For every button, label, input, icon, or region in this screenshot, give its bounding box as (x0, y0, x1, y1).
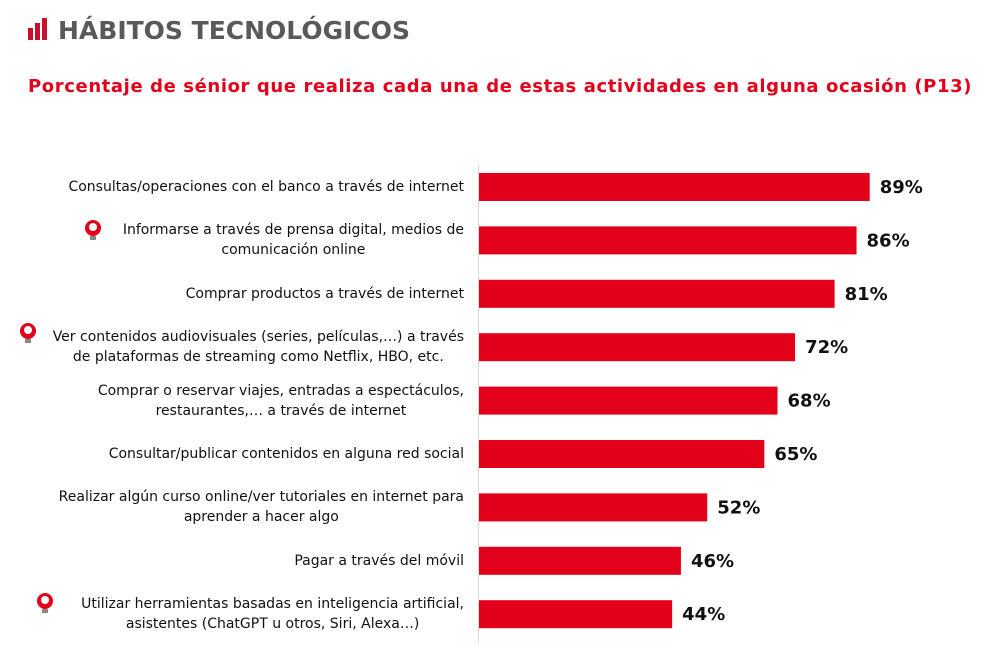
category-label: Realizar algún curso online/ver tutorial… (58, 489, 464, 526)
category-label: Comprar o reservar viajes, entradas a es… (97, 382, 464, 419)
icon-bulb (37, 593, 53, 613)
chart-title: HÁBITOS TECNOLÓGICOS (58, 15, 410, 45)
value-label: 81% (845, 284, 888, 305)
chart-subtitle: Porcentaje de sénior que realiza cada un… (28, 76, 972, 97)
category-label: Consultas/operaciones con el banco a tra… (68, 179, 464, 195)
bar (479, 546, 681, 575)
category-label: Comprar productos a través de internet (185, 285, 464, 302)
category-label: Ver contenidos audiovisuales (series, pe… (52, 329, 464, 366)
value-label: 46% (691, 551, 734, 572)
category-label: Informarse a través de prensa digital, m… (122, 222, 464, 259)
value-label: 86% (867, 230, 910, 251)
bar (479, 279, 835, 308)
category-label: Consultar/publicar contenidos en alguna … (108, 446, 464, 462)
value-label: 72% (805, 337, 848, 358)
bar (479, 493, 708, 522)
bar (479, 386, 778, 415)
value-label: 52% (717, 497, 760, 518)
value-label: 89% (880, 177, 923, 198)
value-label: 44% (682, 604, 725, 625)
icon-bulb (85, 220, 101, 240)
bar (479, 226, 857, 255)
bar (479, 333, 796, 362)
title-icon (28, 18, 47, 40)
value-label: 65% (774, 444, 817, 465)
bar (479, 600, 673, 629)
icon-bulb (20, 323, 36, 343)
bar (479, 173, 870, 201)
bar (479, 440, 765, 468)
category-label: Utilizar herramientas basadas en intelig… (81, 596, 464, 633)
value-label: 68% (788, 391, 831, 412)
category-label: Pagar a través del móvil (294, 552, 464, 569)
